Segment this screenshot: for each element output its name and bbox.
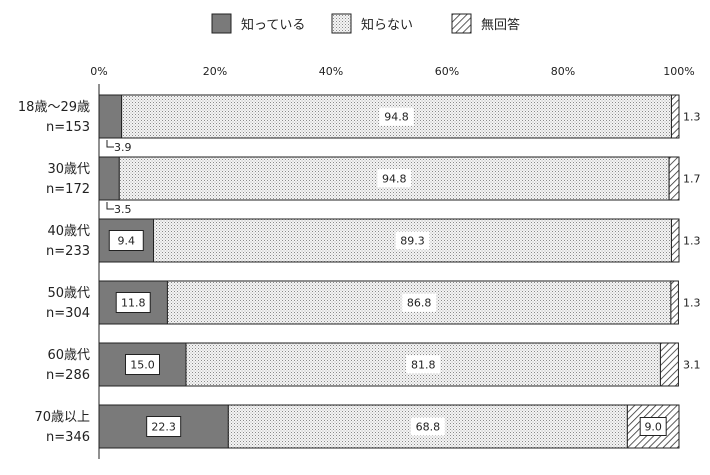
category-n: n=346 bbox=[46, 430, 90, 445]
value-label: 1.3 bbox=[683, 111, 701, 124]
x-tick-label: 60% bbox=[435, 65, 459, 78]
bar-segment-2 bbox=[670, 218, 680, 263]
category-n: n=153 bbox=[46, 120, 90, 135]
value-label-box bbox=[108, 230, 144, 251]
bar-segment-0 bbox=[98, 156, 120, 201]
value-label: 68.8 bbox=[416, 421, 441, 434]
value-label-bg bbox=[406, 355, 441, 374]
value-label-box bbox=[115, 292, 151, 313]
value-label: 9.4 bbox=[118, 235, 136, 248]
category-labels: 18歳～29歳 n=153 30歳代 n=172 40歳代 n=233 50歳代 n=304 6… bbox=[18, 100, 90, 445]
callout-line bbox=[106, 202, 114, 210]
legend-label-1: 知らない bbox=[361, 17, 413, 33]
legend-swatch-2 bbox=[451, 13, 472, 34]
value-label: 9.0 bbox=[644, 421, 662, 434]
x-tick-label: 0% bbox=[90, 65, 107, 78]
value-label-bg bbox=[395, 231, 430, 250]
category-label: 18歳～29歳 bbox=[18, 100, 90, 115]
value-label-box bbox=[125, 354, 160, 375]
value-label: 86.8 bbox=[407, 297, 432, 310]
value-label: 15.0 bbox=[130, 359, 155, 372]
category-label: 60歳代 bbox=[47, 348, 90, 363]
bar-segment-2 bbox=[670, 94, 680, 139]
category-label: 70歳以上 bbox=[34, 410, 90, 425]
legend-swatch-1 bbox=[331, 13, 352, 34]
value-label: 81.8 bbox=[411, 359, 436, 372]
category-label: 40歳代 bbox=[47, 224, 90, 239]
x-tick-label: 80% bbox=[551, 65, 575, 78]
value-label-box bbox=[146, 416, 182, 437]
value-label: 1.7 bbox=[683, 173, 701, 186]
value-label-bg bbox=[402, 293, 437, 312]
legend-label-0: 知っている bbox=[241, 17, 305, 33]
bar-segment-2 bbox=[659, 342, 679, 387]
category-label: 50歳代 bbox=[47, 286, 90, 301]
x-tick-label: 100% bbox=[663, 65, 694, 78]
value-label: 89.3 bbox=[400, 235, 425, 248]
value-label: 94.8 bbox=[384, 111, 409, 124]
value-label: 22.3 bbox=[151, 421, 176, 434]
x-tick-label: 20% bbox=[203, 65, 227, 78]
value-label: 11.8 bbox=[121, 297, 146, 310]
value-label-bg bbox=[379, 107, 414, 126]
value-label: 94.8 bbox=[382, 173, 407, 186]
category-n: n=304 bbox=[46, 306, 90, 321]
legend: 知っている 知らない 無回答 bbox=[211, 13, 520, 34]
value-label-box bbox=[639, 417, 667, 436]
category-n: n=233 bbox=[46, 244, 90, 259]
value-label-bg bbox=[377, 169, 412, 188]
x-axis: 0% 20% 40% 60% 80% 100% bbox=[90, 65, 695, 459]
bar-segment-2 bbox=[670, 280, 679, 325]
legend-swatch-0 bbox=[211, 13, 232, 34]
value-label: 3.5 bbox=[114, 203, 132, 216]
value-label: 1.3 bbox=[683, 297, 701, 310]
bars: 3.9 94.8 1.3 3.5 94.8 1.7 9.4 89.3 1.3 11.8 86.8 1.… bbox=[98, 94, 701, 449]
callout-line bbox=[106, 140, 114, 148]
legend-label-2: 無回答 bbox=[481, 17, 520, 33]
bar-segment-0 bbox=[98, 94, 123, 139]
category-n: n=172 bbox=[46, 182, 90, 197]
value-label: 1.3 bbox=[683, 235, 701, 248]
value-label: 3.9 bbox=[114, 141, 132, 154]
value-label-bg bbox=[410, 417, 445, 436]
category-n: n=286 bbox=[46, 368, 90, 383]
value-label: 3.1 bbox=[683, 359, 701, 372]
category-label: 30歳代 bbox=[47, 162, 90, 177]
x-tick-label: 40% bbox=[319, 65, 343, 78]
bar-segment-2 bbox=[668, 156, 680, 201]
